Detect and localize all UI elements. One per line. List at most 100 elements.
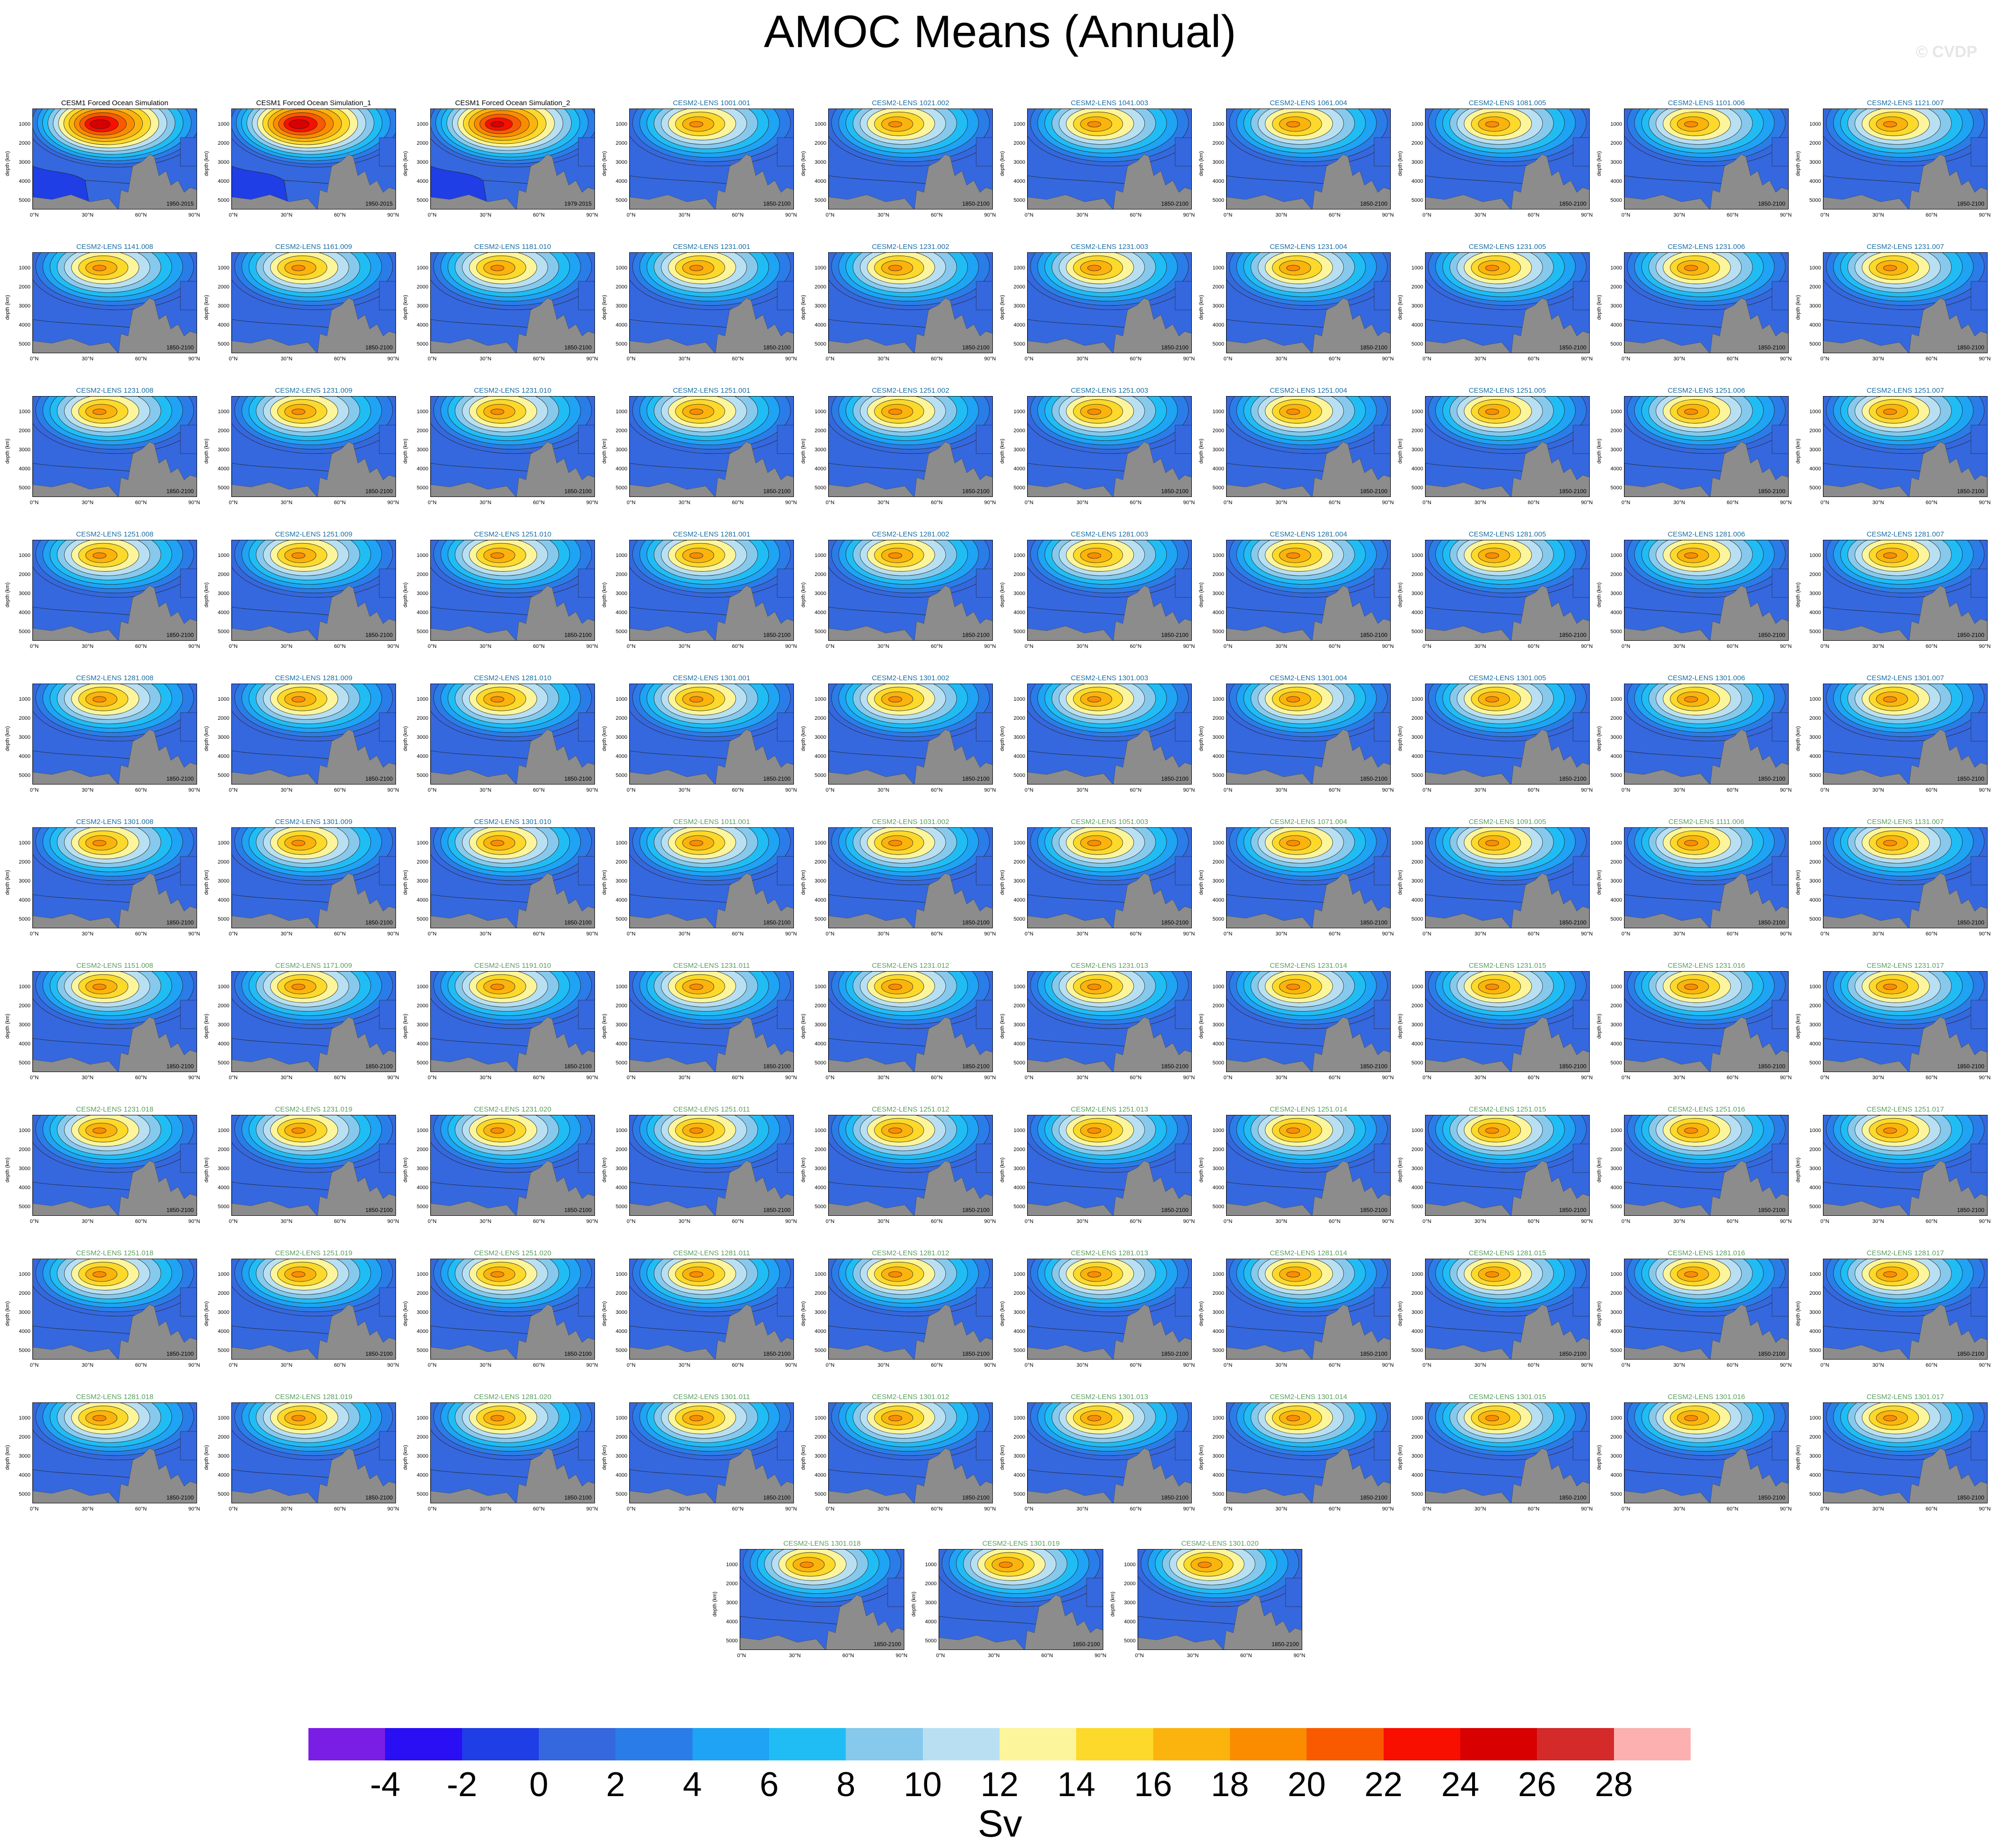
y-tick-label: 3000 <box>615 1166 627 1172</box>
x-tick-label: 60°N <box>1328 212 1341 218</box>
y-axis-label: depth (km) <box>1397 870 1403 895</box>
y-tick-label: 1000 <box>1013 1272 1025 1277</box>
panel-plot-area: 1850-2100 <box>1226 827 1391 928</box>
streamfunction-plot <box>1823 109 1987 209</box>
topography <box>1511 441 1589 497</box>
nordic-cell <box>1970 1143 1987 1173</box>
topography <box>232 1488 317 1503</box>
topography <box>1710 441 1788 497</box>
y-axis-label: depth (km) <box>1397 726 1403 751</box>
y-tick-label: 4000 <box>814 1472 826 1478</box>
amoc-contour <box>1883 1415 1897 1421</box>
y-tick-label: 3000 <box>1212 591 1224 596</box>
y-tick-label: 5000 <box>1809 773 1821 778</box>
y-tick-label: 1000 <box>19 553 30 558</box>
topography <box>630 1488 715 1503</box>
panel-plot-area: 1850-2100 <box>231 684 396 785</box>
period-label: 1850-2100 <box>962 775 990 782</box>
y-tick-label: 2000 <box>416 572 428 577</box>
y-tick-label: 1000 <box>416 553 428 558</box>
y-axis-label: depth (km) <box>204 295 209 320</box>
y-tick-label: 5000 <box>615 1491 627 1497</box>
amoc-panel: CESM2-LENS 1231.016 depth (km) 1000 2000 300… <box>1592 958 1792 1096</box>
period-label: 1850-2100 <box>166 632 194 638</box>
topography <box>33 769 118 784</box>
topography <box>1909 154 1987 209</box>
x-tick-label: 0°N <box>1422 1075 1432 1081</box>
x-tick-label: 60°N <box>1726 1362 1739 1368</box>
panel-title: CESM2-LENS 1231.003 <box>1070 243 1149 251</box>
topography <box>829 194 914 209</box>
panel-title: CESM2-LENS 1111.006 <box>1668 818 1744 826</box>
nordic-cell <box>578 1431 594 1461</box>
x-tick-label: 60°N <box>1925 644 1938 649</box>
y-axis-label: depth (km) <box>5 151 10 176</box>
period-label: 1850-2100 <box>1758 919 1785 926</box>
y-tick-label: 4000 <box>615 1329 627 1334</box>
x-tick-label: 30°N <box>1275 1506 1287 1512</box>
topography <box>939 1635 1024 1649</box>
amoc-contour <box>289 119 309 129</box>
y-tick-label: 5000 <box>1809 198 1821 203</box>
x-tick-label: 60°N <box>931 212 943 218</box>
y-tick-label: 5000 <box>1610 1204 1622 1210</box>
x-tick-label: 0°N <box>626 787 636 793</box>
y-tick-label: 5000 <box>1809 1348 1821 1353</box>
topography <box>431 913 516 928</box>
x-tick-label: 90°N <box>785 212 797 218</box>
y-tick-label: 4000 <box>814 1329 826 1334</box>
streamfunction-plot <box>1227 1259 1390 1359</box>
amoc-panel: CESM2-LENS 1301.008 depth (km) 1000 2000 300… <box>0 814 200 952</box>
x-tick-label: 0°N <box>30 931 39 937</box>
x-tick-label: 30°N <box>1474 1506 1486 1512</box>
panel-plot-area: 1850-2100 <box>1226 1259 1391 1360</box>
x-tick-label: 60°N <box>1527 212 1540 218</box>
x-tick-label: 30°N <box>1673 787 1685 793</box>
topography <box>516 1016 594 1072</box>
y-tick-label: 1000 <box>218 409 229 415</box>
panel-plot-area: 1850-2100 <box>1624 684 1789 785</box>
period-label: 1850-2100 <box>1559 1063 1586 1070</box>
x-tick-label: 60°N <box>135 1075 147 1081</box>
amoc-contour <box>1883 265 1897 271</box>
x-tick-label: 60°N <box>1726 356 1739 362</box>
y-tick-label: 5000 <box>218 1204 229 1210</box>
x-tick-label: 30°N <box>280 1219 293 1224</box>
y-tick-label: 1000 <box>1013 121 1025 127</box>
y-tick-label: 4000 <box>218 1041 229 1047</box>
topography <box>1227 194 1312 209</box>
x-tick-label: 60°N <box>1527 644 1540 649</box>
nordic-cell <box>1175 1000 1191 1029</box>
period-label: 1850-2100 <box>564 488 592 495</box>
x-tick-label: 60°N <box>1925 500 1938 506</box>
topography <box>1426 626 1511 640</box>
y-tick-label: 4000 <box>814 322 826 328</box>
y-tick-label: 5000 <box>218 916 229 922</box>
panel-title: CESM2-LENS 1021.002 <box>871 99 950 107</box>
panel-title: CESM2-LENS 1231.019 <box>275 1105 353 1113</box>
topography <box>232 913 317 928</box>
topography <box>825 1594 904 1649</box>
period-label: 1850-2100 <box>1360 919 1387 926</box>
x-tick-label: 30°N <box>1474 500 1486 506</box>
y-axis-label: depth (km) <box>1596 151 1602 176</box>
x-tick-label: 30°N <box>280 500 293 506</box>
x-tick-label: 0°N <box>30 356 39 362</box>
panel-title: CESM2-LENS 1191.010 <box>474 962 551 970</box>
streamfunction-plot <box>1624 253 1788 353</box>
panel-plot-area: 1850-2100 <box>32 396 197 497</box>
x-tick-label: 0°N <box>1223 1219 1233 1224</box>
y-axis-label: depth (km) <box>5 1445 10 1470</box>
y-tick-label: 5000 <box>19 1204 30 1210</box>
amoc-panel: CESM2-LENS 1251.002 depth (km) 1000 2000 300… <box>796 383 996 521</box>
y-tick-label: 1000 <box>1411 840 1423 846</box>
y-tick-label: 1000 <box>19 1272 30 1277</box>
nordic-cell <box>1374 425 1390 454</box>
y-tick-label: 3000 <box>19 1166 30 1172</box>
y-tick-label: 5000 <box>814 916 826 922</box>
panel-plot-area: 1850-2100 <box>430 1259 595 1360</box>
y-tick-label: 4000 <box>1809 1185 1821 1191</box>
y-tick-label: 1000 <box>814 121 826 127</box>
period-label: 1850-2100 <box>962 1063 990 1070</box>
y-tick-label: 4000 <box>1411 322 1423 328</box>
